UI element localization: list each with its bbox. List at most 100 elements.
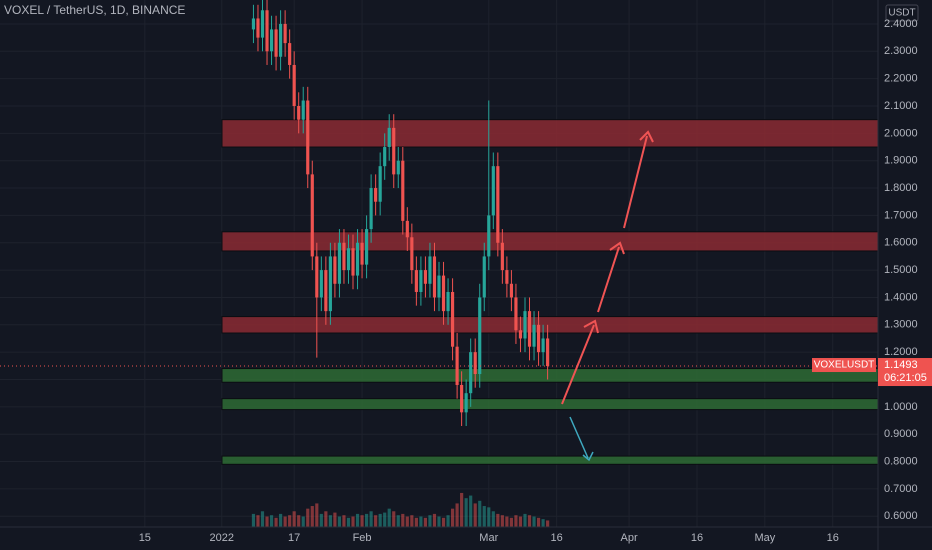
candle-body — [460, 384, 464, 413]
volume-bar — [541, 519, 545, 527]
candle-body — [478, 297, 482, 375]
candle-body — [319, 270, 323, 298]
zone — [221, 231, 878, 252]
zones — [221, 119, 878, 465]
candle-body — [546, 338, 550, 367]
y-tick-label: 2.4000 — [884, 18, 918, 30]
volume-bar — [369, 511, 373, 527]
candle-body — [450, 291, 455, 347]
candle-body — [310, 174, 314, 257]
volume-bar — [518, 516, 523, 527]
candle-body — [279, 23, 283, 57]
candle-body — [423, 270, 428, 284]
x-tick-label: May — [754, 532, 775, 544]
candle-body — [360, 242, 364, 265]
volume-bar — [478, 500, 482, 527]
candle-body — [342, 242, 346, 271]
volume-bar — [441, 517, 446, 527]
arrow — [623, 135, 648, 229]
volume-bar — [482, 506, 486, 527]
candle-body — [306, 100, 310, 175]
candle-body — [292, 64, 296, 106]
x-tick-label: 16 — [827, 532, 839, 544]
volume-bar — [450, 508, 455, 527]
volume-bar — [279, 513, 283, 527]
volume-bar — [310, 506, 314, 527]
candle-body — [428, 256, 432, 284]
y-tick-label: 0.6000 — [884, 510, 918, 522]
candle-body — [378, 166, 382, 202]
volume-bar — [437, 516, 441, 527]
y-tick-label: 2.1000 — [884, 100, 918, 112]
volume-bar — [387, 508, 391, 527]
y-tick-label: 2.0000 — [884, 127, 918, 139]
volume-bar — [315, 503, 319, 527]
volume-bar — [301, 516, 305, 527]
volume-bar — [410, 515, 414, 527]
candle-body — [523, 311, 527, 339]
arrow-head — [639, 130, 654, 143]
volume-bar — [324, 511, 328, 527]
volume-bar — [423, 517, 428, 527]
candle-body — [518, 330, 523, 339]
candle-body — [432, 256, 437, 298]
volume-bar — [419, 516, 423, 527]
volume-bar — [355, 513, 360, 527]
volume-bar — [496, 513, 500, 527]
volume-bar — [460, 492, 464, 527]
arrow-head — [583, 319, 599, 334]
volume-bar — [428, 515, 432, 527]
candle-body — [410, 237, 414, 271]
x-tick-label: Feb — [353, 532, 372, 544]
x-tick-label: 15 — [139, 532, 151, 544]
countdown: 06:21:05 — [884, 372, 927, 384]
volume-bar — [532, 516, 536, 527]
volume-bar — [333, 512, 337, 527]
candle-body — [441, 275, 446, 312]
candle-body — [365, 229, 369, 265]
candle-body — [256, 18, 260, 38]
volume-bar — [414, 517, 418, 527]
grid — [0, 0, 878, 527]
volume-bar — [337, 516, 342, 527]
candle-body — [337, 242, 342, 284]
candle-body — [383, 147, 387, 167]
y-tick-label: 0.7000 — [884, 483, 918, 495]
arrow-head — [609, 241, 625, 255]
arrow — [569, 416, 589, 459]
currency: USDT — [888, 8, 915, 19]
volume-bar — [360, 515, 364, 527]
volume-bar — [319, 513, 323, 527]
candle-body — [487, 215, 491, 257]
arrow — [561, 324, 595, 405]
candle-body — [351, 248, 355, 276]
volume-bar — [346, 517, 351, 527]
volume-bar — [292, 511, 296, 527]
arrow — [597, 246, 620, 313]
axes: 0.60000.70000.80000.90001.00001.10001.20… — [139, 18, 932, 544]
candle-body — [527, 311, 532, 347]
zone — [221, 398, 878, 411]
volume-bar — [392, 511, 396, 527]
candle-body — [496, 166, 500, 243]
y-tick-label: 2.3000 — [884, 45, 918, 57]
y-tick-label: 2.2000 — [884, 73, 918, 85]
volume-bar — [265, 516, 269, 527]
volume-bar — [365, 513, 369, 527]
volume-bar — [536, 517, 541, 527]
y-tick-label: 1.7000 — [884, 209, 918, 221]
arrow-head — [582, 451, 594, 462]
zone — [221, 455, 878, 465]
volume-bar — [401, 513, 405, 527]
x-tick-label: 17 — [288, 532, 300, 544]
volume-bar — [383, 512, 387, 527]
volume-bar — [527, 515, 532, 527]
volume-bar — [405, 516, 409, 527]
volume-bar — [469, 495, 473, 527]
candle-body — [437, 275, 441, 298]
candle-body — [464, 393, 468, 413]
zone — [221, 316, 878, 334]
candle-body — [505, 270, 509, 284]
annotations — [561, 130, 654, 462]
